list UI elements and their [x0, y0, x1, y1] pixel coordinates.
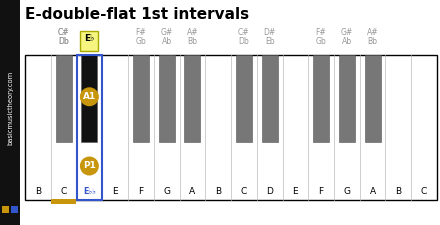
Bar — [51, 199, 76, 204]
Text: E♭: E♭ — [84, 34, 95, 43]
Bar — [339, 55, 355, 142]
Text: A#: A# — [187, 28, 198, 37]
Text: Db: Db — [58, 37, 69, 46]
Text: E♭♭: E♭♭ — [83, 187, 96, 196]
Text: D#: D# — [264, 28, 276, 37]
Text: A: A — [370, 187, 376, 196]
Text: Gb: Gb — [316, 37, 326, 46]
Text: A1: A1 — [83, 92, 96, 101]
Text: F#: F# — [136, 28, 146, 37]
Bar — [313, 55, 329, 142]
Text: Eb: Eb — [265, 37, 275, 46]
Text: Gb: Gb — [136, 37, 146, 46]
Text: G#: G# — [161, 28, 173, 37]
Bar — [262, 55, 278, 142]
Text: C: C — [241, 187, 247, 196]
Bar — [2, 206, 9, 213]
Bar — [11, 206, 18, 213]
Bar — [25, 55, 437, 200]
Text: G#: G# — [341, 28, 353, 37]
Text: Bb: Bb — [368, 37, 378, 46]
Bar — [236, 55, 252, 142]
Text: F: F — [138, 187, 143, 196]
Text: E-double-flat 1st intervals: E-double-flat 1st intervals — [25, 7, 249, 22]
Text: Bb: Bb — [187, 37, 198, 46]
Text: B: B — [215, 187, 221, 196]
Text: P1: P1 — [83, 162, 96, 171]
Text: G: G — [163, 187, 170, 196]
Bar — [365, 55, 381, 142]
Bar — [0, 0, 20, 225]
Text: A#: A# — [367, 28, 378, 37]
Text: F#: F# — [316, 28, 326, 37]
Circle shape — [80, 87, 99, 106]
Bar — [159, 55, 175, 142]
Text: G: G — [343, 187, 350, 196]
Text: C: C — [421, 187, 427, 196]
Text: B: B — [395, 187, 401, 196]
Text: F: F — [319, 187, 324, 196]
Text: Ab: Ab — [342, 37, 352, 46]
Text: E: E — [293, 187, 298, 196]
Bar — [184, 55, 200, 142]
Bar — [77, 55, 102, 200]
Bar — [81, 31, 99, 51]
Text: Db: Db — [58, 37, 69, 46]
Bar — [55, 55, 72, 142]
Text: C#: C# — [58, 28, 70, 37]
Text: B: B — [35, 187, 41, 196]
Text: basicmusictheory.com: basicmusictheory.com — [7, 70, 13, 145]
Text: C: C — [61, 187, 67, 196]
Text: C#: C# — [238, 28, 249, 37]
Text: Ab: Ab — [161, 37, 172, 46]
Text: C#: C# — [58, 28, 70, 37]
Text: A: A — [189, 187, 195, 196]
Text: Db: Db — [238, 37, 249, 46]
Text: E: E — [112, 187, 118, 196]
Bar — [133, 55, 149, 142]
Text: D: D — [266, 187, 273, 196]
Circle shape — [80, 157, 99, 176]
Bar — [81, 55, 97, 142]
